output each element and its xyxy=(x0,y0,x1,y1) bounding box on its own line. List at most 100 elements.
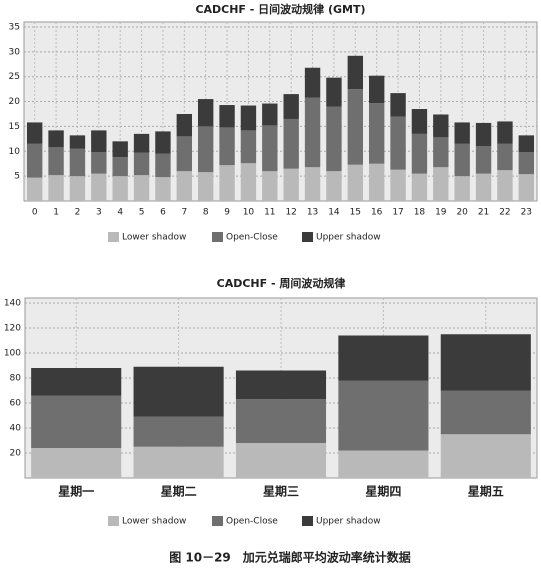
bar-segment xyxy=(440,390,531,435)
x-tick-label: 10 xyxy=(243,208,255,218)
bar-segment xyxy=(475,122,492,147)
bar-segment xyxy=(440,434,531,478)
legend-label: Open-Close xyxy=(226,517,278,527)
bar-segment xyxy=(411,173,428,201)
y-tick-label: 80 xyxy=(10,374,22,384)
bar-segment xyxy=(304,97,321,168)
y-tick-label: 10 xyxy=(9,147,21,157)
y-tick-label: 140 xyxy=(4,299,21,309)
legend-swatch xyxy=(302,232,313,242)
bar-segment xyxy=(48,175,64,201)
x-tick-label: 20 xyxy=(456,208,468,218)
x-tick-label: 1 xyxy=(53,208,59,218)
bar-segment xyxy=(262,103,278,126)
x-tick-label: 2 xyxy=(75,208,81,218)
bar-segment xyxy=(219,165,235,201)
bar-segment xyxy=(176,113,193,137)
x-tick-label: 7 xyxy=(181,208,187,218)
legend-swatch xyxy=(212,232,223,242)
bar-segment xyxy=(518,174,535,201)
y-tick-label: 5 xyxy=(14,172,20,182)
y-tick-label: 120 xyxy=(4,324,21,334)
bar-segment xyxy=(433,137,449,168)
y-tick-label: 100 xyxy=(4,349,21,359)
bar-segment xyxy=(219,127,235,166)
bar-segment xyxy=(112,157,128,177)
legend-swatch xyxy=(302,516,313,526)
legend-label: Open-Close xyxy=(226,233,278,243)
bar-segment xyxy=(475,173,492,201)
y-tick-label: 20 xyxy=(10,449,22,459)
bar-segment xyxy=(48,147,64,176)
bar-segment xyxy=(31,395,122,448)
bar-segment xyxy=(347,89,364,165)
bar-segment xyxy=(338,335,429,381)
bar-segment xyxy=(197,126,214,173)
x-tick-label: 21 xyxy=(478,208,489,218)
bar-segment xyxy=(262,125,278,172)
x-tick-label: 11 xyxy=(264,208,275,218)
bar-segment xyxy=(133,446,224,478)
bar-segment xyxy=(454,143,470,177)
bar-segment xyxy=(235,399,327,443)
y-tick-label: 20 xyxy=(9,97,21,107)
bar-segment xyxy=(338,450,429,478)
bar-segment xyxy=(518,152,535,175)
x-tick-label: 6 xyxy=(160,208,166,218)
bar-segment xyxy=(390,116,406,170)
bar-segment xyxy=(133,366,224,417)
x-tick-label: 18 xyxy=(414,208,426,218)
bar-segment xyxy=(338,380,429,451)
bar-segment xyxy=(240,130,257,164)
x-tick-label: 星期四 xyxy=(365,484,401,499)
bar-segment xyxy=(262,171,278,201)
bar-segment xyxy=(304,67,321,98)
chart-title: CADCHF - 周间波动规律 xyxy=(217,276,346,290)
x-tick-label: 3 xyxy=(96,208,102,218)
x-tick-label: 16 xyxy=(371,208,383,218)
bar-segment xyxy=(235,370,327,400)
x-tick-label: 5 xyxy=(139,208,145,218)
legend-label: Lower shadow xyxy=(122,517,186,527)
legend-swatch xyxy=(212,516,223,526)
y-tick-label: 25 xyxy=(9,72,20,82)
x-tick-label: 23 xyxy=(521,208,532,218)
bar-segment xyxy=(31,448,122,478)
bar-segment xyxy=(26,177,43,201)
bar-segment xyxy=(240,163,257,201)
bar-segment xyxy=(133,416,224,447)
figure-caption: 图 10－29 加元兑瑞郎平均波动率统计数据 xyxy=(169,550,411,565)
bar-segment xyxy=(48,130,64,148)
y-tick-label: 60 xyxy=(10,399,22,409)
x-tick-label: 星期五 xyxy=(468,484,504,499)
bar-segment xyxy=(69,135,86,149)
x-tick-label: 22 xyxy=(499,208,510,218)
y-tick-label: 15 xyxy=(9,122,20,132)
x-tick-label: 12 xyxy=(285,208,296,218)
bar-segment xyxy=(133,133,150,153)
bar-segment xyxy=(390,93,406,117)
x-tick-label: 19 xyxy=(435,208,447,218)
x-tick-label: 0 xyxy=(32,208,38,218)
bar-segment xyxy=(368,163,385,201)
bar-segment xyxy=(368,75,385,104)
x-tick-label: 9 xyxy=(224,208,230,218)
bar-segment xyxy=(368,103,385,164)
x-tick-label: 15 xyxy=(350,208,361,218)
bar-segment xyxy=(440,334,531,391)
x-tick-label: 13 xyxy=(307,208,318,218)
bar-segment xyxy=(69,148,86,177)
bar-segment xyxy=(26,122,43,144)
bar-segment xyxy=(219,105,235,128)
bar-segment xyxy=(497,170,513,201)
bar-segment xyxy=(283,168,299,201)
bar-segment xyxy=(155,177,171,201)
bar-segment xyxy=(155,153,171,178)
legend-swatch xyxy=(108,516,119,526)
bar-segment xyxy=(347,164,364,201)
bar-segment xyxy=(240,105,257,131)
x-tick-label: 4 xyxy=(117,208,123,218)
y-tick-label: 40 xyxy=(10,424,22,434)
bar-segment xyxy=(347,55,364,90)
